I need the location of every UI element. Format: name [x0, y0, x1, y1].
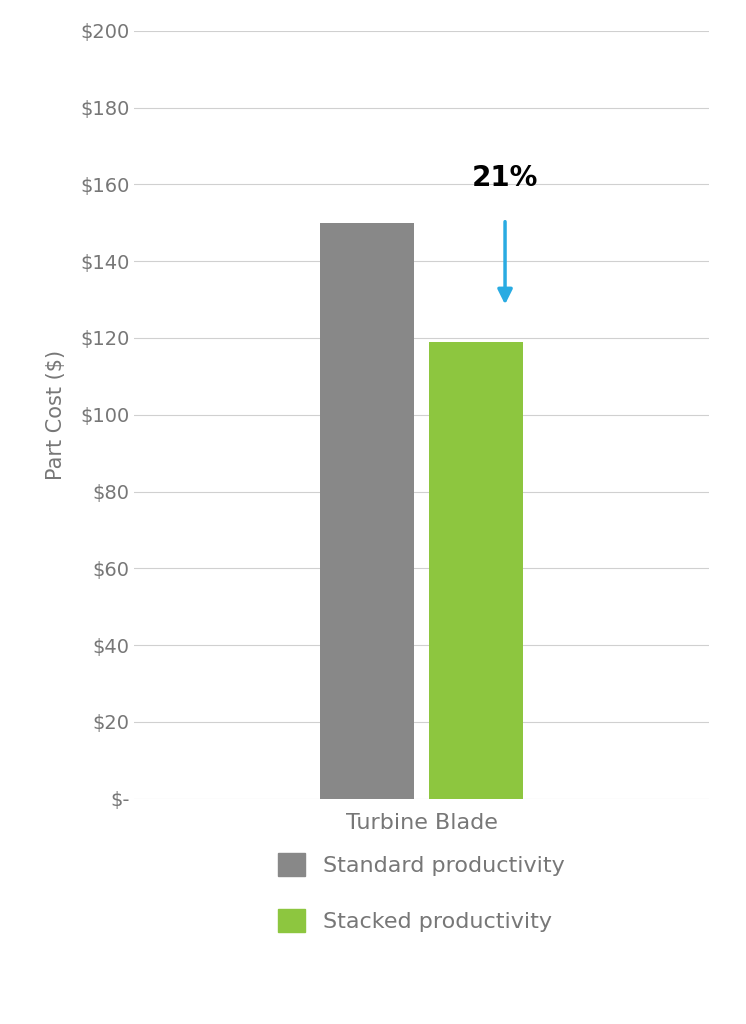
Bar — [320, 223, 414, 799]
Bar — [430, 342, 524, 799]
Legend: Standard productivity, Stacked productivity: Standard productivity, Stacked productiv… — [269, 845, 574, 941]
Y-axis label: Part Cost ($): Part Cost ($) — [46, 349, 66, 480]
Text: 21%: 21% — [472, 164, 538, 193]
